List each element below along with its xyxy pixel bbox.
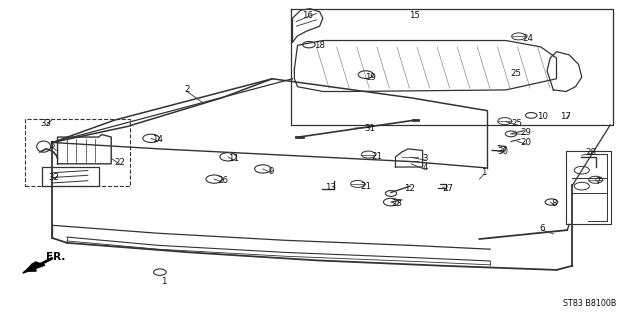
Text: 18: 18 [314,41,325,50]
Polygon shape [23,262,45,273]
Text: 25: 25 [512,119,523,128]
Text: 16: 16 [301,11,313,20]
Text: 6: 6 [540,224,546,233]
Text: 5: 5 [50,141,55,150]
Text: 30: 30 [498,147,508,156]
Text: 20: 20 [521,138,532,147]
Text: 17: 17 [560,113,572,122]
Text: 23: 23 [392,199,403,208]
Text: 28: 28 [585,148,596,156]
Text: 8: 8 [551,198,557,207]
Text: 27: 27 [442,184,453,193]
Text: 9: 9 [268,167,273,176]
Text: 22: 22 [114,158,125,167]
Text: 15: 15 [409,11,420,20]
Text: FR.: FR. [46,252,66,262]
Text: 11: 11 [228,154,239,163]
Text: 26: 26 [218,176,229,185]
Text: 10: 10 [537,113,548,122]
Text: 14: 14 [152,135,163,144]
Text: 7: 7 [596,177,601,186]
Text: 1: 1 [161,277,166,286]
Text: 12: 12 [404,184,415,193]
Text: 3: 3 [422,154,428,163]
Text: 4: 4 [422,164,428,172]
Text: 19: 19 [365,73,375,82]
Text: 13: 13 [325,183,336,192]
Text: ST83 B8100B: ST83 B8100B [563,299,617,308]
Text: 24: 24 [523,35,534,44]
Text: 33: 33 [41,119,52,128]
Text: 21: 21 [360,182,372,191]
Text: 1: 1 [481,168,487,177]
Text: 2: 2 [184,85,190,94]
Text: 21: 21 [371,152,382,161]
Text: 25: 25 [510,69,521,78]
Text: 29: 29 [521,128,532,137]
Text: 31: 31 [365,124,376,132]
Text: 32: 32 [49,173,60,182]
